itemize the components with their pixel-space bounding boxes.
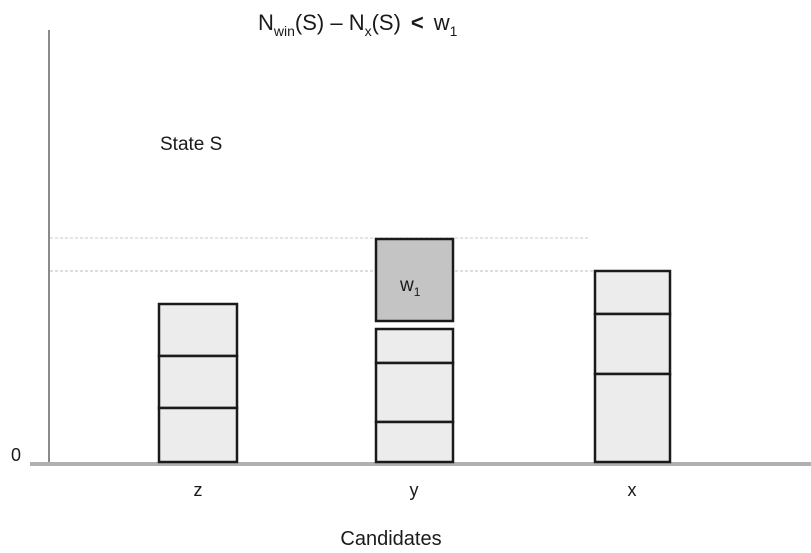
candidate-x-block-2 <box>593 312 672 376</box>
candidate-z-block-3 <box>157 302 239 358</box>
title-w: w <box>433 10 450 35</box>
candidate-z-label: z <box>194 480 203 500</box>
candidate-x-block-1 <box>593 372 672 464</box>
title-formula: Nwin(S) – Nx(S) < w1 <box>258 10 458 39</box>
candidate-x-label: x <box>628 480 637 500</box>
candidate-y-label: y <box>410 480 419 500</box>
candidate-y-stack: w1 <box>374 237 455 464</box>
title-s1: (S) – N <box>295 10 365 35</box>
zero-label: 0 <box>11 445 21 465</box>
title-one-subscript: 1 <box>450 23 458 39</box>
candidate-y-block-1 <box>374 420 455 464</box>
title-win-subscript: win <box>273 23 295 39</box>
candidate-z-block-2 <box>157 354 239 410</box>
w1-block-label: w1 <box>399 275 421 299</box>
title-n1: N <box>258 10 274 35</box>
x-axis-title: Candidates <box>340 528 441 550</box>
w1-block <box>374 237 455 323</box>
candidate-y-block-3 <box>374 327 455 365</box>
candidate-z-block-1 <box>157 406 239 464</box>
candidate-y-block-2 <box>374 361 455 424</box>
candidate-x-stack <box>593 269 672 464</box>
title-s2: (S) <box>372 10 401 35</box>
title-less-than: < <box>411 10 424 35</box>
w1-label-main: w <box>399 275 414 296</box>
candidate-z-stack <box>157 302 239 464</box>
candidate-x-block-3 <box>593 269 672 316</box>
title-x-subscript: x <box>365 23 372 39</box>
state-label: State S <box>160 134 222 155</box>
w1-label-sub: 1 <box>414 285 421 299</box>
